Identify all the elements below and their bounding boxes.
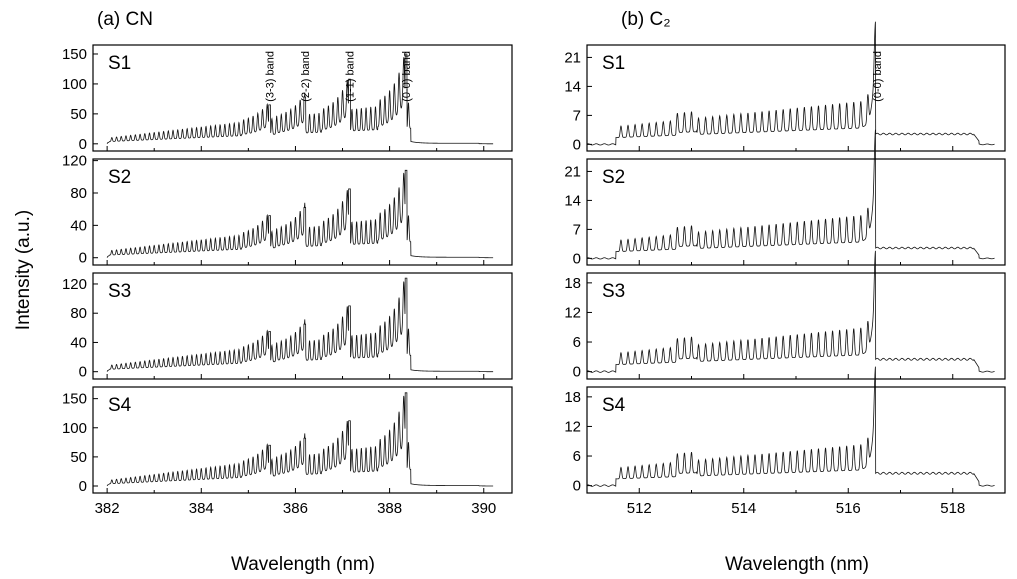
chart-b-title: (b) C₂ bbox=[621, 9, 671, 30]
y-tick-label: 0 bbox=[573, 136, 581, 153]
panel-frame bbox=[92, 386, 513, 494]
panel-s3: 0 40 80 120 S3 bbox=[62, 272, 513, 381]
y-tick-label: 7 bbox=[573, 107, 581, 124]
panel-s4: 0 6 12 18 512 514 516 518 S4 bbox=[564, 366, 1006, 517]
y-tick-label: 6 bbox=[573, 448, 581, 465]
series-line-s3 bbox=[106, 277, 494, 373]
series-line-s4 bbox=[586, 366, 995, 487]
chart-a: 0 50 100 150 S1 (3-3) band (2-2) band (1-1) ban… bbox=[62, 44, 513, 517]
panel-frame bbox=[92, 158, 513, 266]
panel-frame bbox=[92, 44, 513, 152]
y-tick-label: 12 bbox=[564, 418, 581, 435]
panel-s2: 0 7 14 21 S2 bbox=[564, 129, 1006, 267]
panel-label: S4 bbox=[602, 395, 626, 416]
chart-a-x-axis-label: Wavelength (nm) bbox=[231, 554, 375, 575]
panel-label: S3 bbox=[602, 281, 625, 302]
y-tick-label: 40 bbox=[70, 217, 87, 234]
x-tick-label: 384 bbox=[189, 500, 214, 517]
x-tick-label: 514 bbox=[731, 500, 756, 517]
y-tick-label: 0 bbox=[79, 364, 87, 381]
panel-frame bbox=[586, 44, 1006, 152]
y-tick-label: 0 bbox=[573, 364, 581, 381]
band-label: (0-0) band bbox=[872, 51, 884, 102]
x-tick-label: 382 bbox=[95, 500, 120, 517]
y-tick-label: 18 bbox=[564, 275, 581, 292]
y-tick-label: 150 bbox=[62, 46, 87, 63]
y-tick-label: 14 bbox=[564, 192, 581, 209]
y-tick-label: 120 bbox=[62, 276, 87, 293]
x-tick-label: 512 bbox=[627, 500, 652, 517]
y-axis-label: Intensity (a.u.) bbox=[13, 210, 34, 330]
y-tick-label: 21 bbox=[564, 163, 581, 180]
y-tick-label: 6 bbox=[573, 334, 581, 351]
panel-s1: 0 50 100 150 S1 (3-3) band (2-2) band (1-1) ban… bbox=[62, 44, 513, 153]
y-tick-label: 18 bbox=[564, 389, 581, 406]
y-tick-label: 7 bbox=[573, 221, 581, 238]
x-tick-label: 518 bbox=[940, 500, 965, 517]
y-tick-label: 21 bbox=[564, 49, 581, 66]
band-label: (2-2) band bbox=[300, 51, 312, 102]
panel-s3: 0 6 12 18 S3 bbox=[564, 250, 1006, 381]
y-tick-label: 0 bbox=[79, 478, 87, 495]
band-label: (1-1) band bbox=[345, 51, 357, 102]
x-tick-label: 516 bbox=[836, 500, 861, 517]
series-line-s1 bbox=[586, 21, 995, 146]
x-tick-label: 386 bbox=[283, 500, 308, 517]
chart-a-title: (a) CN bbox=[97, 9, 153, 30]
y-tick-label: 0 bbox=[79, 136, 87, 153]
panel-frame bbox=[586, 386, 1006, 494]
chart-b-x-axis-label: Wavelength (nm) bbox=[725, 554, 869, 575]
panel-frame bbox=[586, 272, 1006, 380]
series-line-s2 bbox=[106, 169, 494, 259]
series-line-s4 bbox=[106, 392, 494, 487]
x-tick-label: 390 bbox=[471, 500, 496, 517]
y-tick-label: 80 bbox=[70, 305, 87, 322]
plot-area: 0 50 100 150 S1 (3-3) band (2-2) band (1-1) ban… bbox=[62, 21, 1006, 517]
series-line-s2 bbox=[586, 129, 995, 260]
series-line-s3 bbox=[586, 250, 995, 373]
panel-s4: 0 50 100 150 382 384 386 388 390 S4 bbox=[62, 386, 513, 517]
y-tick-label: 100 bbox=[62, 420, 87, 437]
y-tick-label: 100 bbox=[62, 76, 87, 93]
y-tick-label: 0 bbox=[79, 250, 87, 267]
y-tick-label: 0 bbox=[573, 478, 581, 495]
panel-s2: 0 40 80 120 S2 bbox=[62, 153, 513, 267]
x-tick-label: 388 bbox=[377, 500, 402, 517]
y-tick-label: 50 bbox=[70, 449, 87, 466]
band-label: (3-3) band bbox=[265, 51, 277, 102]
panel-label: S4 bbox=[108, 395, 132, 416]
panel-label: S1 bbox=[108, 53, 131, 74]
series-line-s1 bbox=[106, 53, 494, 145]
panel-frame bbox=[92, 272, 513, 380]
y-tick-label: 80 bbox=[70, 185, 87, 202]
panel-label: S1 bbox=[602, 53, 625, 74]
panel-label: S3 bbox=[108, 281, 131, 302]
panel-label: S2 bbox=[108, 167, 131, 188]
y-tick-label: 12 bbox=[564, 304, 581, 321]
y-tick-label: 0 bbox=[573, 250, 581, 267]
y-tick-label: 120 bbox=[62, 153, 87, 170]
y-tick-label: 50 bbox=[70, 106, 87, 123]
panel-frame bbox=[586, 158, 1006, 266]
band-label: (0-0) band bbox=[401, 51, 413, 102]
panel-label: S2 bbox=[602, 167, 625, 188]
y-tick-label: 150 bbox=[62, 391, 87, 408]
chart-b: 0 7 14 21 S1 (0-0) band 0 7 14 21 S2 0 6 12 18 S3 0 6 12 18… bbox=[564, 21, 1006, 517]
y-tick-label: 40 bbox=[70, 334, 87, 351]
panel-s1: 0 7 14 21 S1 (0-0) band bbox=[564, 21, 1006, 153]
y-tick-label: 14 bbox=[564, 78, 581, 95]
